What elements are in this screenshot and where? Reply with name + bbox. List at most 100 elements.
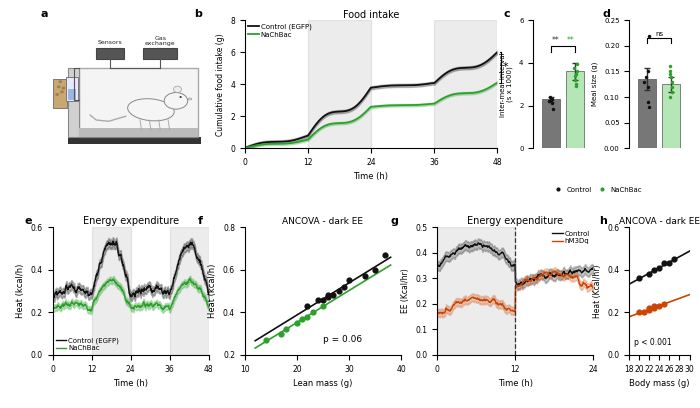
NaChBac: [48, 305, 57, 310]
Circle shape: [179, 96, 182, 98]
hM3Dq: [495, 302, 503, 306]
Text: d: d: [603, 9, 610, 19]
Text: Sensors: Sensors: [98, 40, 122, 44]
Control: [532, 275, 540, 280]
Control: [495, 253, 503, 257]
Point: [659, 260, 670, 267]
Point: [260, 337, 271, 343]
Y-axis label: Cumulative food intake (g): Cumulative food intake (g): [216, 33, 225, 135]
hM3Dq: [438, 311, 447, 316]
Bar: [566, 71, 584, 148]
Point: [323, 294, 334, 301]
hM3Dq: [452, 299, 461, 304]
Title: Energy expenditure: Energy expenditure: [83, 217, 178, 226]
NaChBac: [391, 103, 399, 108]
Text: Gas
exchange: Gas exchange: [145, 36, 176, 46]
Control (EGFP): [204, 292, 213, 297]
Control: [475, 240, 483, 245]
Control (EGFP): [153, 286, 162, 290]
Point: [644, 305, 655, 311]
Control (EGFP): [447, 68, 456, 73]
Point: [359, 273, 370, 279]
Bar: [662, 84, 680, 148]
Control (EGFP): [50, 295, 59, 300]
Point: [338, 284, 349, 290]
Point: [644, 307, 655, 313]
Control (EGFP): [108, 239, 117, 244]
Point: [302, 303, 313, 309]
Point: [302, 313, 313, 320]
Text: c: c: [503, 9, 510, 19]
Point: [380, 252, 391, 258]
Control: [452, 249, 460, 254]
Bar: [638, 79, 657, 148]
X-axis label: Time (h): Time (h): [354, 172, 388, 182]
Bar: [79, 68, 198, 137]
NaChBac: [89, 302, 97, 307]
FancyBboxPatch shape: [53, 78, 67, 108]
X-axis label: Body mass (g): Body mass (g): [629, 379, 690, 388]
Text: e: e: [25, 216, 32, 226]
NaChBac: [493, 80, 501, 85]
Point: [654, 303, 665, 309]
Ellipse shape: [164, 93, 188, 109]
Circle shape: [60, 91, 64, 93]
Y-axis label: Heat (kcal/h): Heat (kcal/h): [209, 264, 218, 318]
Point: [276, 330, 287, 337]
Text: g: g: [390, 216, 398, 226]
NaChBac: [241, 146, 249, 151]
Line: Control: Control: [437, 243, 594, 286]
X-axis label: Time (h): Time (h): [498, 379, 533, 388]
Control: [433, 264, 441, 269]
Control (EGFP): [391, 83, 399, 88]
Control (EGFP): [120, 264, 128, 269]
Bar: [143, 49, 178, 59]
Point: [344, 277, 355, 284]
hM3Dq: [547, 272, 555, 277]
Bar: [169, 227, 209, 355]
Ellipse shape: [188, 98, 192, 100]
NaChBac: [119, 289, 127, 294]
Line: NaChBac: NaChBac: [245, 83, 497, 148]
Text: **: **: [552, 36, 559, 45]
Point: [297, 315, 308, 322]
NaChBac: [141, 302, 149, 307]
Point: [649, 303, 660, 309]
Bar: [68, 68, 79, 137]
Control (EGFP): [89, 288, 97, 293]
Point: [370, 266, 381, 273]
Legend: Control, hM3Dq: Control, hM3Dq: [552, 231, 590, 244]
NaChBac: [186, 276, 195, 281]
Title: ANCOVA - dark EE: ANCOVA - dark EE: [619, 217, 700, 226]
Point: [317, 303, 328, 309]
Circle shape: [174, 86, 181, 93]
Control: [589, 267, 598, 272]
Bar: [79, 128, 198, 137]
Bar: [434, 20, 497, 148]
Line: Control (EGFP): Control (EGFP): [245, 52, 497, 148]
NaChBac: [447, 92, 456, 97]
Legend: Control (EGFP), NaChBac: Control (EGFP), NaChBac: [56, 337, 119, 351]
Title: ANCOVA - dark EE: ANCOVA - dark EE: [282, 217, 363, 226]
Point: [312, 296, 323, 303]
Control (EGFP): [48, 293, 57, 297]
Bar: [92, 227, 131, 355]
NaChBac: [204, 305, 213, 310]
Point: [323, 292, 334, 299]
Point: [307, 309, 318, 316]
Text: p = 0.06: p = 0.06: [323, 335, 362, 344]
Control: [547, 271, 555, 275]
Text: ns: ns: [655, 31, 664, 37]
Y-axis label: Inter-meal interval
(s x 1000): Inter-meal interval (s x 1000): [500, 52, 514, 117]
hM3Dq: [531, 276, 540, 281]
NaChBac: [377, 104, 386, 109]
NaChBac: [76, 302, 84, 306]
NaChBac: [87, 308, 95, 313]
Control (EGFP): [141, 287, 149, 292]
Point: [291, 320, 302, 326]
Point: [654, 264, 665, 271]
Bar: [68, 137, 201, 144]
Text: **: **: [567, 36, 575, 45]
Bar: [542, 99, 560, 148]
Point: [649, 305, 660, 311]
